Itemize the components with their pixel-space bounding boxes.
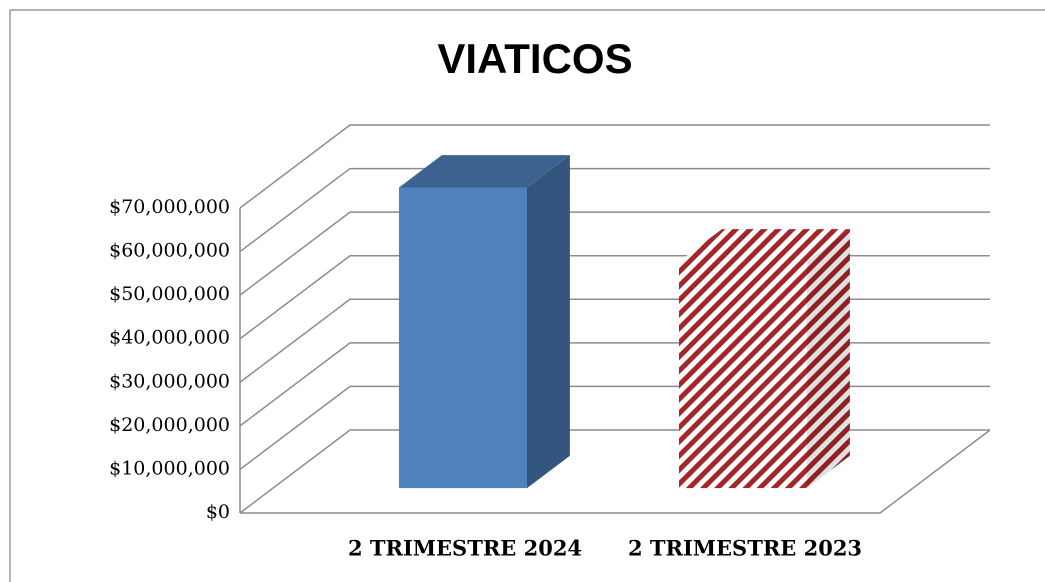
y-tick-label: $30,000,000 (109, 370, 230, 392)
y-tick-label: $60,000,000 (109, 240, 230, 262)
grid-line (239, 167, 990, 253)
x-tick-label: 2 TRIMESTRE 2024 (348, 536, 582, 561)
bar-side-shade (807, 229, 850, 489)
bar-top (399, 155, 570, 188)
y-tick-label: $50,000,000 (109, 283, 230, 305)
bar-side (807, 229, 850, 489)
grid-line (239, 124, 990, 209)
bar-side (527, 155, 570, 489)
bar (399, 187, 527, 489)
x-tick-label: 2 TRIMESTRE 2023 (628, 536, 862, 561)
y-tick-label: $40,000,000 (109, 327, 230, 349)
grid-line (239, 211, 990, 296)
y-tick-label: $20,000,000 (109, 414, 230, 436)
chart-title: VIATICOS (437, 35, 632, 82)
y-tick-label: $70,000,000 (109, 196, 230, 218)
floor (240, 429, 991, 514)
bar (679, 261, 807, 489)
y-tick-label: $10,000,000 (109, 457, 230, 479)
y-tick-label: $0 (206, 501, 230, 523)
bar-top (679, 229, 850, 262)
